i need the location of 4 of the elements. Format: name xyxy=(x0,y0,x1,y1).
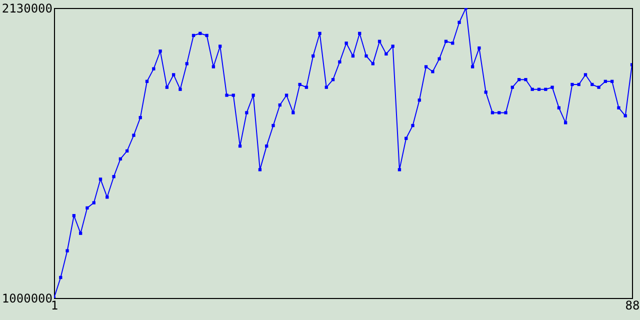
x-tick-label: 1 xyxy=(50,298,58,312)
y-tick-label: 2130000 xyxy=(2,2,52,16)
y-tick-label: 1000000 xyxy=(2,292,52,306)
x-tick-label: 88 xyxy=(625,298,640,312)
